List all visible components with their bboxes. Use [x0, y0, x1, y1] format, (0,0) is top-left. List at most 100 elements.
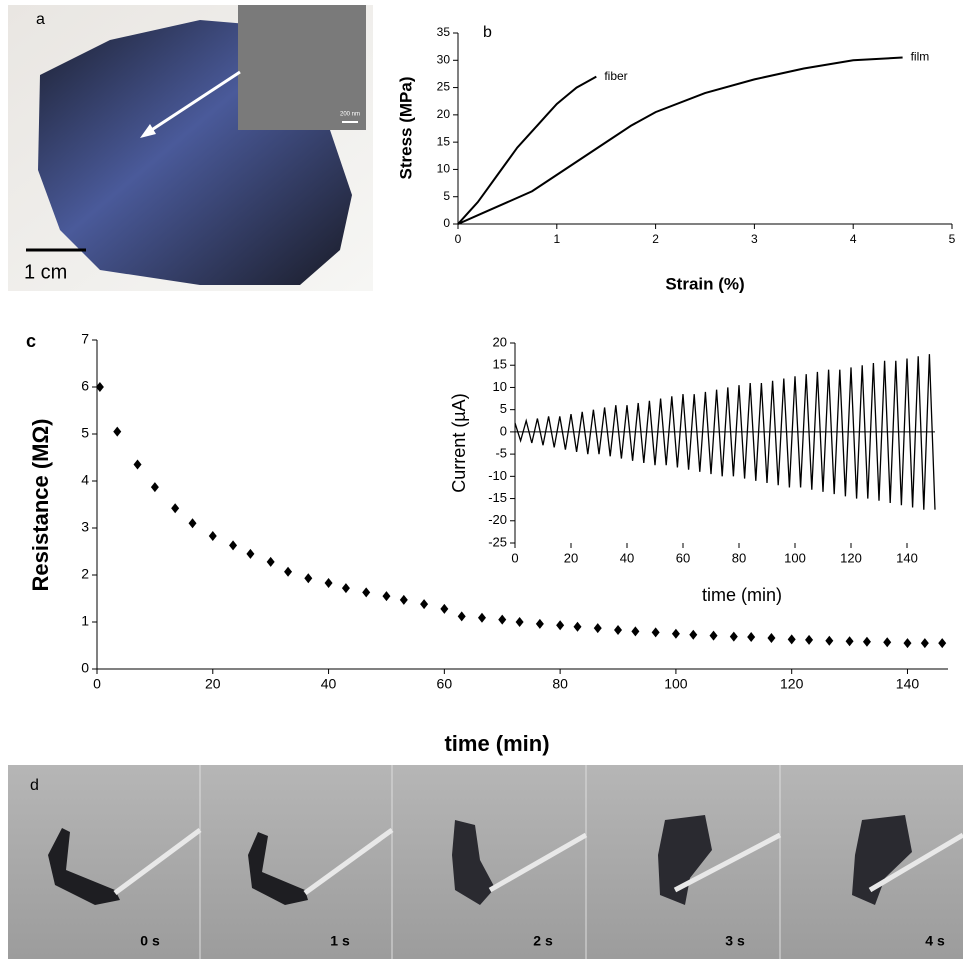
x-tick-label: 0: [93, 676, 101, 692]
point: [672, 629, 680, 639]
y-tick-label: 10: [437, 162, 451, 176]
point: [498, 615, 506, 625]
x-tick-label: 100: [664, 676, 688, 692]
y-tick-label: -5: [495, 446, 507, 461]
y-tick-label: 1: [81, 613, 89, 629]
x-tick-label: 20: [564, 550, 578, 565]
y-tick-label: 30: [437, 52, 451, 66]
frame-time: 3 s: [725, 933, 745, 949]
point: [883, 637, 891, 647]
x-tick-label: 5: [949, 232, 956, 246]
x-tick-label: 120: [780, 676, 804, 692]
frame-time: 4 s: [925, 933, 945, 949]
y-tick-label: 10: [493, 379, 507, 394]
point: [478, 613, 486, 623]
point: [825, 636, 833, 646]
x-tick-label: 4: [850, 232, 857, 246]
panel-label: c: [26, 331, 36, 351]
point: [846, 636, 854, 646]
y-tick-label: 3: [81, 519, 89, 535]
point: [342, 583, 350, 593]
y-tick-label: 7: [81, 331, 89, 347]
y-axis-label: Current (µA): [449, 393, 469, 492]
point: [921, 638, 929, 648]
point: [863, 637, 871, 647]
x-tick-label: 60: [437, 676, 453, 692]
y-tick-label: 20: [437, 107, 451, 121]
x-axis-label: time (min): [702, 585, 782, 605]
frame-time: 2 s: [533, 933, 553, 949]
y-tick-label: -20: [488, 512, 507, 527]
x-tick-label: 80: [732, 550, 746, 565]
y-tick-label: 0: [500, 423, 507, 438]
point: [209, 531, 217, 541]
point: [458, 611, 466, 621]
point: [573, 622, 581, 632]
x-tick-label: 40: [321, 676, 337, 692]
point: [631, 626, 639, 636]
point: [171, 503, 179, 513]
x-tick-label: 140: [896, 550, 918, 565]
point: [652, 627, 660, 637]
point: [730, 632, 738, 642]
point: [938, 638, 946, 648]
point: [151, 482, 159, 492]
y-tick-label: 6: [81, 378, 89, 394]
point: [134, 460, 142, 470]
photo-strip: [8, 765, 963, 959]
series-label: fiber: [604, 69, 627, 83]
point: [382, 591, 390, 601]
frame-time: 1 s: [330, 933, 350, 949]
panel-label: a: [36, 11, 45, 28]
point: [788, 634, 796, 644]
y-tick-label: -25: [488, 534, 507, 549]
point: [420, 599, 428, 609]
series-label: film: [911, 50, 930, 64]
x-tick-label: 60: [676, 550, 690, 565]
point: [325, 578, 333, 588]
y-tick-label: 5: [500, 401, 507, 416]
x-tick-label: 40: [620, 550, 634, 565]
panel-label: d: [30, 777, 39, 794]
panel-label: b: [483, 24, 492, 41]
y-tick-label: 25: [437, 80, 451, 94]
point: [747, 632, 755, 642]
x-tick-label: 120: [840, 550, 862, 565]
point: [304, 573, 312, 583]
point: [903, 638, 911, 648]
point: [400, 595, 408, 605]
y-axis-label: Resistance (MΩ): [28, 419, 53, 592]
point: [440, 604, 448, 614]
y-tick-label: 0: [443, 216, 450, 230]
point: [710, 631, 718, 641]
x-tick-label: 20: [205, 676, 221, 692]
y-tick-label: 5: [443, 189, 450, 203]
point: [284, 567, 292, 577]
point: [614, 625, 622, 635]
point: [516, 617, 524, 627]
point: [267, 557, 275, 567]
point: [689, 630, 697, 640]
point: [246, 549, 254, 559]
y-tick-label: 5: [81, 425, 89, 441]
point: [362, 587, 370, 597]
y-tick-label: 15: [493, 357, 507, 372]
point: [229, 540, 237, 550]
x-tick-label: 1: [553, 232, 560, 246]
y-tick-label: 35: [437, 25, 451, 39]
x-tick-label: 2: [652, 232, 659, 246]
x-tick-label: 3: [751, 232, 758, 246]
scale-label: 1 cm: [24, 261, 67, 283]
y-tick-label: -15: [488, 490, 507, 505]
y-tick-label: 15: [437, 134, 451, 148]
y-tick-label: 4: [81, 472, 89, 488]
y-tick-label: 2: [81, 566, 89, 582]
x-tick-label: 140: [896, 676, 920, 692]
y-axis-label: Stress (MPa): [396, 77, 415, 180]
y-tick-label: 0: [81, 660, 89, 676]
x-tick-label: 0: [455, 232, 462, 246]
point: [536, 619, 544, 629]
point: [767, 633, 775, 643]
line: [458, 77, 596, 224]
x-tick-label: 80: [552, 676, 568, 692]
